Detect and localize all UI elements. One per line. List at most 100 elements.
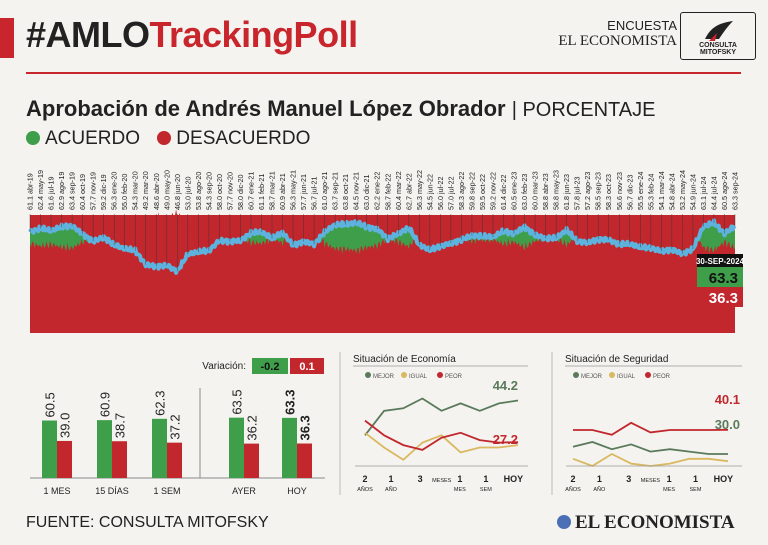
month-label: 60.5 ene-23 bbox=[510, 172, 519, 210]
month-label: 61.1 feb-21 bbox=[257, 174, 266, 210]
legend-desacuerdo: DESACUERDO bbox=[176, 128, 311, 149]
variacion-label: Variación: bbox=[202, 361, 246, 372]
variacion-acuerdo-box bbox=[252, 358, 288, 374]
x-label-unit: MESES bbox=[432, 478, 452, 484]
bar-acuerdo-label: 60.9 bbox=[98, 392, 113, 417]
month-label: 63.4 sep-19 bbox=[68, 172, 77, 210]
month-label: 63.8 oct-21 bbox=[341, 174, 350, 210]
month-label: 61.6 jul-19 bbox=[47, 176, 56, 210]
month-label: 58.8 may-23 bbox=[552, 170, 561, 210]
acuerdo-line bbox=[28, 218, 737, 275]
variacion-desacuerdo-value: 0.1 bbox=[299, 361, 314, 373]
month-label: 55.5 ene-24 bbox=[636, 172, 645, 210]
current-desacuerdo-value: 36.3 bbox=[709, 290, 738, 307]
legend-label: MEJOR bbox=[581, 374, 603, 380]
footer-logo: EL ECONOMISTA bbox=[557, 512, 735, 534]
month-label: 60.0 mar-23 bbox=[531, 171, 540, 210]
logo-text: CONSULTA MITOFSKY bbox=[699, 42, 737, 56]
x-label-num: 2 bbox=[570, 474, 575, 484]
month-label: 60.4 mar-22 bbox=[394, 171, 403, 210]
month-label: 53.8 ago-20 bbox=[194, 172, 203, 210]
legend-dot bbox=[645, 372, 651, 378]
bar-desacuerdo-label: 36.2 bbox=[245, 415, 260, 440]
eco-mejor-label: 44.2 bbox=[493, 378, 518, 393]
month-label: 63.7 sep-21 bbox=[331, 172, 340, 210]
month-label: 56.7 jul-21 bbox=[310, 176, 319, 210]
month-label: 63.0 feb-23 bbox=[520, 174, 529, 210]
bar-desacuerdo bbox=[167, 442, 182, 478]
month-label: 58.0 dic-20 bbox=[236, 174, 245, 210]
month-label: 62.9 ago-19 bbox=[57, 172, 66, 210]
headline-unit: | PORCENTAJE bbox=[511, 99, 656, 121]
bar-category-label: 1 MES bbox=[43, 486, 70, 496]
month-label: 56.0 jul-22 bbox=[436, 176, 445, 210]
tracking-chart-svg: 61.1 abr-19 62.4 may-19 61.6 jul-19 62.9 ag… bbox=[26, 170, 745, 496]
variacion-acuerdo-value: -0.2 bbox=[261, 361, 280, 373]
month-label: 59.2 nov-22 bbox=[488, 172, 497, 210]
x-label-num: 1 bbox=[483, 474, 488, 484]
x-label-unit: MES bbox=[663, 487, 675, 493]
series-line-mejor bbox=[572, 441, 728, 455]
legend-label: MEJOR bbox=[373, 374, 395, 380]
month-label: 56.3 may-22 bbox=[415, 170, 424, 210]
main-legend: ACUERDO DESACUERDO bbox=[26, 128, 310, 150]
bar-desacuerdo-label: 39.0 bbox=[58, 413, 73, 438]
publisher-name: EL ECONOMISTA bbox=[558, 33, 677, 49]
month-label: 63.0 dic-21 bbox=[362, 174, 371, 210]
month-label: 62.7 abr-22 bbox=[404, 173, 413, 210]
bar-category-label: 15 DÍAS bbox=[95, 486, 129, 496]
series-line-igual bbox=[572, 452, 729, 467]
month-label: 46.8 jun-20 bbox=[173, 174, 182, 210]
month-label: 60.4 oct-19 bbox=[78, 174, 87, 210]
month-label: 56.3 ene-20 bbox=[110, 172, 119, 210]
legend-label: PEOR bbox=[653, 374, 671, 380]
month-label: 61.1 abr-19 bbox=[26, 173, 35, 210]
current-date-label: 30-SEP-2024 bbox=[696, 257, 745, 266]
month-label: 63.1 jul-24 bbox=[699, 176, 708, 210]
bar-desacuerdo bbox=[57, 440, 72, 478]
source-note: FUENTE: CONSULTA MITOFSKY bbox=[26, 514, 269, 531]
bar-acuerdo bbox=[42, 420, 57, 478]
headline-main: Aprobación de Andrés Manuel López Obrado… bbox=[26, 96, 506, 121]
seg-title: Situación de Seguridad bbox=[565, 354, 668, 365]
month-label: 53.2 may-24 bbox=[678, 170, 687, 210]
bar-acuerdo-label: 63.5 bbox=[230, 389, 245, 414]
x-label-num: 1 bbox=[693, 474, 698, 484]
month-label: 57.2 ago-23 bbox=[583, 172, 592, 210]
x-label-num: 1 bbox=[389, 474, 394, 484]
economista-dot-icon bbox=[557, 515, 571, 529]
month-label: 62.2 ene-22 bbox=[373, 172, 382, 210]
x-label-unit: AÑOS bbox=[357, 486, 373, 493]
month-label: 64.5 nov-21 bbox=[352, 172, 361, 210]
legend-label: PEOR bbox=[445, 374, 463, 380]
month-label: 61.0 ago-21 bbox=[320, 172, 329, 210]
legend-dot bbox=[573, 372, 579, 378]
month-label: 58.3 oct-23 bbox=[604, 174, 613, 210]
bar-category-label: HOY bbox=[287, 486, 307, 496]
encuesta-label: ENCUESTA bbox=[607, 18, 677, 33]
current-desacuerdo-badge bbox=[697, 287, 743, 307]
month-label: 59.8 sep-22 bbox=[467, 172, 476, 210]
legend-dot bbox=[437, 372, 443, 378]
month-label: 54.3 sep-20 bbox=[204, 172, 213, 210]
bar-desacuerdo-label: 37.2 bbox=[168, 414, 183, 439]
month-label: 64.4 jul-24 bbox=[709, 176, 718, 210]
desacuerdo-wave bbox=[30, 209, 735, 333]
month-label: 53.0 jul-20 bbox=[183, 176, 192, 210]
bar-desacuerdo bbox=[297, 443, 312, 478]
current-date-badge bbox=[697, 254, 743, 268]
month-label: 56.6 nov-23 bbox=[615, 172, 624, 210]
bar-desacuerdo-label: 38.7 bbox=[113, 413, 128, 438]
month-label: 60.5 ago-24 bbox=[720, 172, 729, 210]
bar-acuerdo bbox=[97, 420, 112, 478]
x-label-num: 1 bbox=[457, 474, 462, 484]
header-divider bbox=[26, 72, 741, 74]
legend-desacuerdo-dot bbox=[157, 131, 172, 145]
month-label: 56.7 dic-23 bbox=[625, 174, 634, 210]
bar-desacuerdo-label: 36.3 bbox=[298, 415, 313, 440]
x-label-num: 2 bbox=[362, 474, 367, 484]
variacion-desacuerdo-box bbox=[290, 358, 324, 374]
legend-acuerdo-dot bbox=[26, 131, 40, 145]
month-label: 61.8 jun-23 bbox=[562, 174, 571, 210]
seg-peor-label: 40.1 bbox=[715, 392, 740, 407]
